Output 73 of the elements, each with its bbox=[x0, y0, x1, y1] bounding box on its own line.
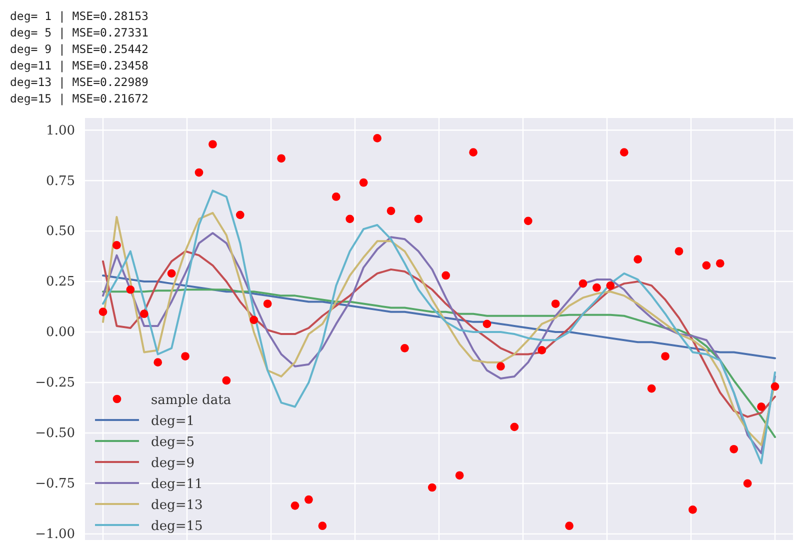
point bbox=[140, 310, 148, 318]
point bbox=[222, 376, 231, 385]
point bbox=[551, 300, 560, 308]
point bbox=[98, 308, 108, 316]
point bbox=[770, 382, 780, 391]
legend-label: deg=5 bbox=[151, 435, 195, 450]
point bbox=[126, 285, 135, 294]
point bbox=[510, 422, 519, 432]
point bbox=[194, 168, 204, 177]
y-tick-label: −0.25 bbox=[35, 376, 75, 391]
point bbox=[208, 140, 217, 148]
point bbox=[318, 522, 327, 530]
point bbox=[400, 344, 409, 352]
point bbox=[757, 402, 766, 411]
point bbox=[524, 216, 532, 226]
point bbox=[469, 148, 478, 156]
point bbox=[428, 483, 436, 492]
legend-label: deg=15 bbox=[151, 519, 203, 534]
y-tick-label: −1.00 bbox=[35, 527, 75, 542]
point bbox=[538, 346, 546, 354]
point bbox=[386, 206, 396, 216]
point bbox=[634, 255, 642, 264]
y-tick-label: 0.50 bbox=[46, 224, 75, 240]
point bbox=[181, 352, 190, 360]
point bbox=[743, 479, 752, 488]
point bbox=[442, 271, 450, 280]
point bbox=[688, 506, 697, 514]
text: deg=11 | MSE=0.23458 bbox=[10, 58, 149, 72]
point bbox=[730, 444, 738, 454]
point bbox=[661, 352, 670, 360]
point bbox=[647, 384, 656, 393]
y-tick-label: −0.50 bbox=[35, 426, 75, 442]
point bbox=[290, 502, 300, 510]
legend-label: deg=1 bbox=[151, 414, 195, 429]
point bbox=[304, 495, 313, 504]
point bbox=[716, 259, 724, 268]
point bbox=[702, 261, 711, 270]
y-tick-label: 0.00 bbox=[46, 325, 75, 340]
point bbox=[236, 210, 244, 220]
point bbox=[250, 316, 258, 324]
point bbox=[414, 214, 423, 224]
legend-label: deg=13 bbox=[151, 498, 203, 513]
text: deg=15 | MSE=0.21672 bbox=[10, 92, 148, 106]
text: deg= 9 | MSE=0.25442 bbox=[10, 42, 148, 56]
y-tick-label: 0.75 bbox=[46, 174, 75, 189]
y-tick-label: 1.00 bbox=[46, 123, 75, 138]
point bbox=[620, 148, 628, 156]
point bbox=[606, 281, 615, 290]
line-series bbox=[102, 274, 776, 360]
point bbox=[154, 358, 162, 366]
text: deg= 5 | MSE=0.27331 bbox=[10, 26, 149, 40]
point bbox=[263, 300, 272, 308]
y-tick-label: 0.25 bbox=[46, 274, 75, 290]
point bbox=[346, 214, 354, 224]
point bbox=[578, 279, 588, 288]
point bbox=[332, 192, 340, 201]
legend-label: deg=11 bbox=[151, 477, 203, 492]
point bbox=[565, 522, 574, 530]
point bbox=[167, 269, 176, 278]
point bbox=[277, 154, 286, 163]
point bbox=[112, 241, 121, 250]
point bbox=[373, 134, 382, 142]
point bbox=[455, 471, 464, 480]
point bbox=[592, 283, 601, 292]
text: deg=13 | MSE=0.22989 bbox=[10, 75, 149, 89]
point bbox=[359, 178, 368, 187]
point bbox=[674, 247, 684, 256]
legend-label: deg=9 bbox=[151, 456, 195, 471]
text: deg= 1 | MSE=0.28153 bbox=[10, 9, 149, 23]
legend-label: sample data bbox=[151, 393, 232, 408]
y-tick-label: −0.75 bbox=[35, 476, 75, 492]
point bbox=[496, 362, 505, 371]
point bbox=[482, 320, 492, 328]
